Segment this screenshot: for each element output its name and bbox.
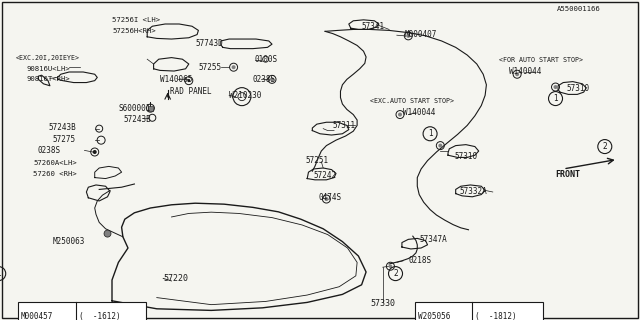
Text: 57243B: 57243B (124, 116, 151, 124)
Text: 90816U<LH>: 90816U<LH> (27, 66, 70, 72)
Text: 57243B: 57243B (48, 124, 76, 132)
Text: RAD PANEL: RAD PANEL (170, 87, 211, 96)
Text: 57260A<LH>: 57260A<LH> (33, 160, 77, 165)
Text: 57220: 57220 (163, 274, 188, 283)
Text: 2: 2 (602, 142, 607, 151)
Text: 0238S: 0238S (37, 146, 60, 155)
Text: 57330: 57330 (370, 299, 395, 308)
Text: 57347A: 57347A (419, 235, 447, 244)
Text: M000407: M000407 (404, 30, 437, 39)
Text: (  -1812): ( -1812) (476, 312, 517, 320)
Text: A550001166: A550001166 (557, 6, 600, 12)
Text: 1: 1 (428, 129, 433, 138)
Text: <EXC.20I,20IEYE>: <EXC.20I,20IEYE> (16, 55, 80, 60)
Bar (148, 106, 153, 111)
Text: (  -1612): ( -1612) (79, 312, 120, 320)
Text: 57311: 57311 (333, 121, 356, 130)
Circle shape (406, 34, 410, 38)
Circle shape (398, 113, 402, 116)
Text: 57310: 57310 (566, 84, 589, 93)
Circle shape (104, 230, 111, 237)
Text: <EXC.AUTO START STOP>: <EXC.AUTO START STOP> (370, 98, 454, 104)
Text: S600001: S600001 (118, 104, 151, 113)
Circle shape (270, 77, 274, 81)
Bar (415, 302, 543, 320)
Text: 57332A: 57332A (460, 188, 487, 196)
Text: 1: 1 (553, 94, 558, 103)
Text: 57275: 57275 (52, 135, 76, 144)
Circle shape (554, 85, 557, 89)
Text: 57242: 57242 (314, 171, 337, 180)
Circle shape (515, 72, 519, 76)
Text: 57251: 57251 (306, 156, 329, 165)
Text: <FOR AUTO START STOP>: <FOR AUTO START STOP> (499, 57, 583, 63)
Text: W140065: W140065 (160, 75, 193, 84)
Text: 57260 <RH>: 57260 <RH> (33, 172, 77, 177)
Text: 57255: 57255 (198, 63, 221, 72)
Text: 90816T<RH>: 90816T<RH> (27, 76, 70, 82)
Text: 57310: 57310 (454, 152, 477, 161)
Circle shape (324, 197, 328, 201)
Circle shape (388, 264, 392, 268)
Text: 57256I <LH>: 57256I <LH> (112, 17, 160, 23)
Text: 57256H<RH>: 57256H<RH> (112, 28, 156, 34)
Text: W210230: W210230 (229, 91, 262, 100)
Circle shape (438, 144, 442, 148)
Text: 0238S: 0238S (253, 76, 276, 84)
Circle shape (232, 65, 236, 69)
Text: M000457: M000457 (21, 312, 53, 320)
Text: 57341: 57341 (362, 22, 385, 31)
Text: 0474S: 0474S (319, 193, 342, 202)
Text: W205056: W205056 (418, 312, 450, 320)
Text: W140044: W140044 (403, 108, 436, 117)
Circle shape (93, 150, 97, 154)
Text: FRONT: FRONT (556, 170, 580, 179)
Text: 0218S: 0218S (408, 256, 431, 265)
Text: 0100S: 0100S (255, 55, 278, 64)
Circle shape (188, 79, 190, 82)
Text: M250063: M250063 (52, 237, 85, 246)
Bar (18, 302, 146, 320)
Text: 1: 1 (0, 269, 1, 278)
Text: W140044: W140044 (509, 68, 541, 76)
Text: 2: 2 (393, 269, 398, 278)
Text: 57743D: 57743D (195, 39, 223, 48)
